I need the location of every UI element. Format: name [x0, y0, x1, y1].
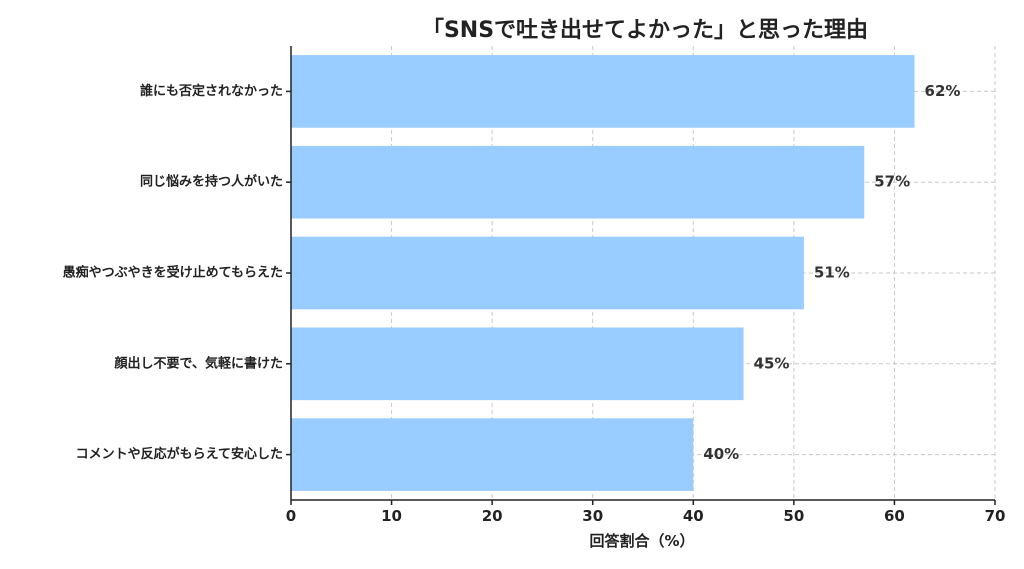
data-label: 57% [874, 173, 910, 191]
x-tick-label: 40 [683, 507, 704, 525]
category-label: 顔出し不要で、気軽に書けた [114, 355, 283, 371]
x-axis-title: 回答割合（%） [589, 532, 694, 550]
bar [291, 236, 804, 310]
bar [291, 145, 865, 219]
x-tick-label: 0 [286, 507, 296, 525]
chart-title: 「SNSで吐き出せてよかった」と思った理由 [422, 18, 868, 43]
data-label: 40% [703, 445, 739, 463]
bar [291, 327, 744, 401]
x-tick-label: 60 [884, 507, 905, 525]
category-label: コメントや反応がもらえて安心した [76, 446, 283, 462]
data-label: 51% [814, 264, 850, 282]
x-tick-label: 30 [582, 507, 603, 525]
bar-layer: 62% 57% 51% 45% 40% [291, 55, 960, 491]
bar [291, 55, 915, 128]
category-label: 愚痴やつぶやきを受け止めてもらえた [63, 265, 283, 281]
bar [291, 418, 694, 491]
category-label: 誰にも否定されなかった [140, 83, 283, 99]
data-label: 45% [754, 354, 790, 372]
x-tick-label: 10 [381, 507, 402, 525]
x-tick-label: 20 [482, 507, 503, 525]
x-tick-label: 70 [985, 507, 1006, 525]
x-tick-label: 50 [783, 507, 804, 525]
category-label: 同じ悩みを持つ人がいた [140, 174, 283, 190]
data-label: 62% [925, 82, 961, 100]
axis-layer: 誰にも否定されなかった同じ悩みを持つ人がいた愚痴やつぶやきを受け止めてもらえた顔… [63, 46, 1006, 525]
